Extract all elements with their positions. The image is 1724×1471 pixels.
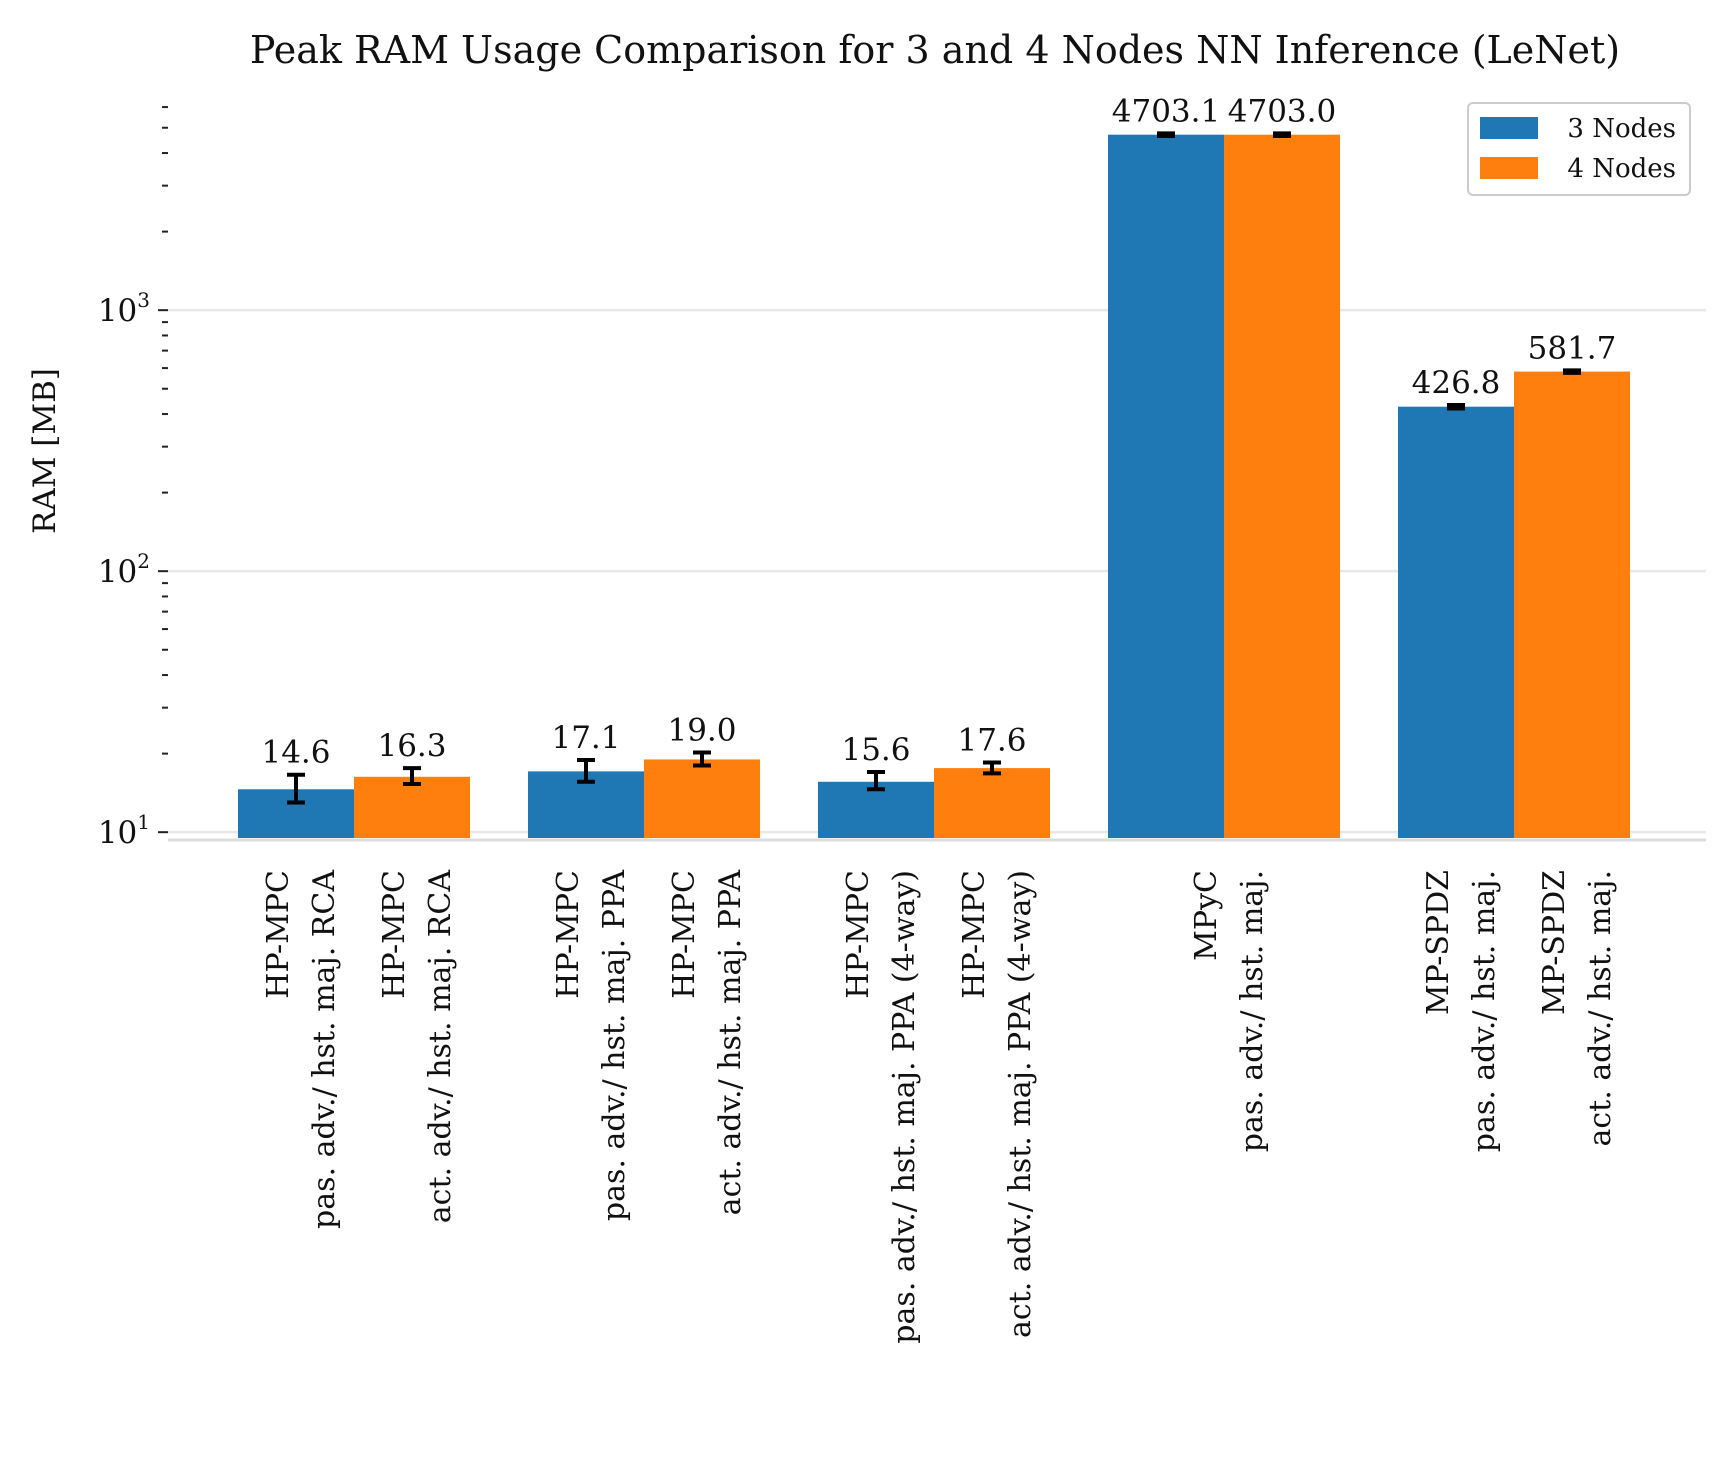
bar-3-0 bbox=[1108, 134, 1224, 838]
y-tick-label-0: 101 bbox=[98, 810, 150, 851]
legend-swatch-1 bbox=[1480, 157, 1538, 179]
value-label-1-1: 19.0 bbox=[667, 712, 736, 748]
value-label-0-1: 16.3 bbox=[377, 728, 446, 764]
x-tick-labels: HP-MPC pas. adv./ hst. maj. RCA HP-MPC act.… bbox=[261, 870, 1618, 1344]
value-label-1-0: 17.1 bbox=[551, 720, 620, 756]
x-tick-label-1-0: HP-MPC pas. adv./ hst. maj. PPA bbox=[551, 870, 632, 1221]
x-tick-label-4-1: MP-SPDZ act. adv./ hst. maj. bbox=[1537, 870, 1618, 1147]
value-label-4-1: 581.7 bbox=[1528, 330, 1617, 366]
legend: 3 Nodes 4 Nodes bbox=[1467, 102, 1691, 196]
value-label-3-0: 4703.1 bbox=[1112, 93, 1220, 129]
y-tick-label-2: 103 bbox=[98, 288, 150, 329]
bar-4-0 bbox=[1398, 406, 1514, 838]
bars: 14.6 16.3 17.1 19.0 15.6 17.6 4703.1 4703.0 426.… bbox=[238, 93, 1630, 839]
value-label-3-1: 4703.0 bbox=[1228, 93, 1336, 129]
legend-label-1: 4 Nodes bbox=[1567, 154, 1676, 184]
y-axis-label: RAM [MB] bbox=[27, 368, 63, 534]
x-tick-label-group-3: MPyC pas. adv./ hst. maj. bbox=[1189, 870, 1270, 1152]
bar-2-1 bbox=[934, 768, 1050, 838]
y-tick-label-1: 102 bbox=[98, 549, 150, 590]
bar-4-1 bbox=[1514, 371, 1630, 838]
legend-label-0: 3 Nodes bbox=[1567, 114, 1676, 144]
x-tick-label-0-0: HP-MPC pas. adv./ hst. maj. RCA bbox=[261, 870, 342, 1229]
x-tick-label-2-1: HP-MPC act. adv./ hst. maj. PPA (4-way) bbox=[957, 870, 1038, 1338]
value-label-4-0: 426.8 bbox=[1412, 365, 1501, 401]
value-label-2-1: 17.6 bbox=[957, 722, 1026, 758]
bar-0-1 bbox=[354, 776, 470, 838]
bar-1-1 bbox=[644, 759, 760, 838]
x-tick-label-0-1: HP-MPC act. adv./ hst. maj. RCA bbox=[377, 870, 458, 1224]
bar-3-1 bbox=[1224, 134, 1340, 839]
x-tick-label-2-0: HP-MPC pas. adv./ hst. maj. PPA (4-way) bbox=[841, 870, 922, 1344]
legend-swatch-0 bbox=[1480, 117, 1538, 139]
value-label-2-0: 15.6 bbox=[841, 732, 910, 768]
x-tick-label-1-1: HP-MPC act. adv./ hst. maj. PPA bbox=[667, 870, 748, 1216]
x-tick-label-4-0: MP-SPDZ pas. adv./ hst. maj. bbox=[1421, 870, 1502, 1152]
value-label-0-0: 14.6 bbox=[261, 735, 330, 771]
chart-title: Peak RAM Usage Comparison for 3 and 4 No… bbox=[250, 28, 1620, 72]
y-axis: 101 102 103 bbox=[98, 106, 1706, 851]
